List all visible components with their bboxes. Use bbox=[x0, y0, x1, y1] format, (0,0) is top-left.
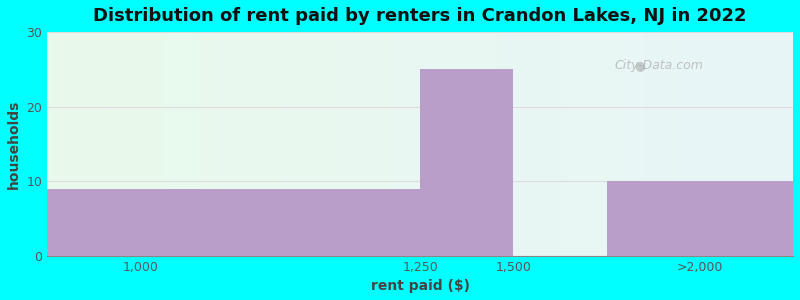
X-axis label: rent paid ($): rent paid ($) bbox=[370, 279, 470, 293]
Title: Distribution of rent paid by renters in Crandon Lakes, NJ in 2022: Distribution of rent paid by renters in … bbox=[94, 7, 747, 25]
Bar bbox=[606, 181, 793, 256]
Text: ●: ● bbox=[634, 59, 646, 72]
Text: City-Data.com: City-Data.com bbox=[614, 59, 703, 72]
Y-axis label: households: households bbox=[7, 99, 21, 188]
Bar bbox=[47, 189, 420, 256]
Bar bbox=[420, 69, 514, 256]
